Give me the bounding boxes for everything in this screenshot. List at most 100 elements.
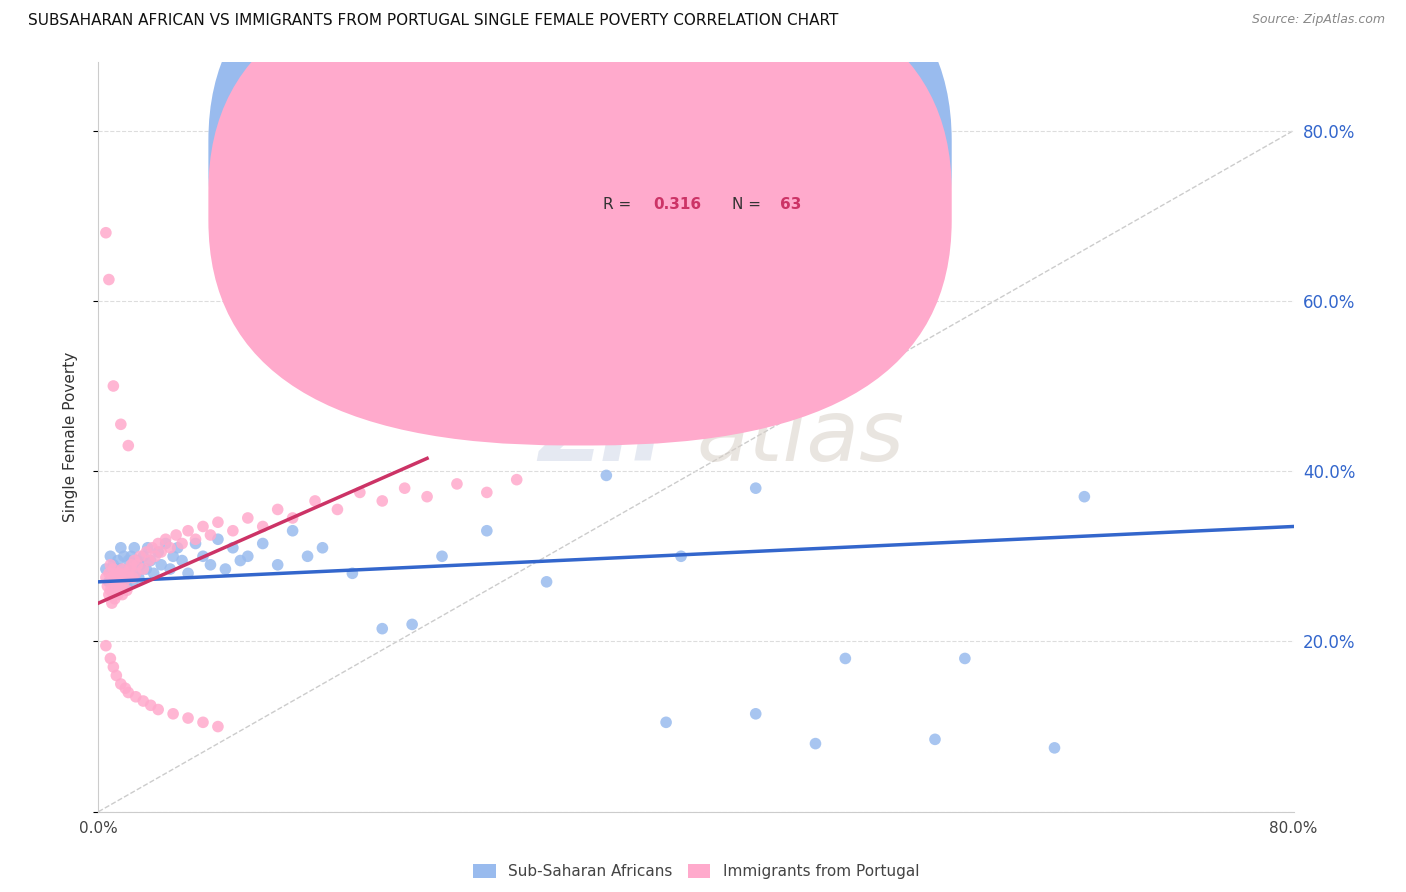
Point bbox=[804, 737, 827, 751]
Point bbox=[115, 579, 138, 593]
Point bbox=[110, 562, 132, 576]
Point bbox=[394, 481, 416, 495]
Point bbox=[506, 473, 529, 487]
Point bbox=[141, 541, 163, 555]
Point bbox=[222, 541, 245, 555]
Point bbox=[865, 327, 887, 342]
Point bbox=[111, 574, 134, 589]
Point bbox=[117, 553, 139, 567]
Point bbox=[94, 571, 117, 585]
Point bbox=[128, 571, 150, 585]
Point bbox=[148, 702, 170, 716]
Point bbox=[475, 524, 498, 538]
Point bbox=[125, 566, 148, 581]
FancyBboxPatch shape bbox=[208, 0, 952, 445]
Point bbox=[834, 651, 856, 665]
Point bbox=[117, 439, 139, 453]
Point bbox=[162, 706, 184, 721]
Point bbox=[105, 566, 128, 581]
Point bbox=[229, 553, 252, 567]
Text: atlas: atlas bbox=[696, 395, 904, 479]
Point bbox=[191, 715, 214, 730]
Point bbox=[101, 571, 124, 585]
Point bbox=[103, 588, 125, 602]
Point bbox=[97, 566, 120, 581]
Point bbox=[371, 622, 394, 636]
Point bbox=[655, 715, 678, 730]
Point bbox=[236, 549, 259, 564]
Point bbox=[430, 549, 453, 564]
Point bbox=[304, 494, 326, 508]
Point bbox=[132, 549, 155, 564]
Text: R =: R = bbox=[603, 197, 636, 211]
Point bbox=[105, 668, 128, 682]
Point bbox=[148, 536, 170, 550]
Point bbox=[177, 524, 200, 538]
Point bbox=[139, 553, 162, 567]
Point bbox=[125, 690, 148, 704]
Text: SUBSAHARAN AFRICAN VS IMMIGRANTS FROM PORTUGAL SINGLE FEMALE POVERTY CORRELATION: SUBSAHARAN AFRICAN VS IMMIGRANTS FROM PO… bbox=[28, 13, 838, 29]
Point bbox=[207, 515, 229, 529]
Point bbox=[924, 732, 946, 747]
Point bbox=[669, 549, 692, 564]
Point bbox=[172, 536, 194, 550]
Point bbox=[191, 549, 214, 564]
Point bbox=[416, 490, 439, 504]
Point bbox=[96, 579, 118, 593]
Point bbox=[97, 574, 120, 589]
Point bbox=[191, 519, 214, 533]
Point bbox=[105, 579, 128, 593]
Text: Source: ZipAtlas.com: Source: ZipAtlas.com bbox=[1251, 13, 1385, 27]
Point bbox=[252, 536, 274, 550]
Text: N =: N = bbox=[733, 197, 766, 211]
Point bbox=[103, 660, 125, 674]
Point bbox=[111, 562, 134, 576]
Point bbox=[101, 571, 124, 585]
Point bbox=[117, 571, 139, 585]
Point bbox=[595, 468, 617, 483]
Point bbox=[103, 562, 125, 576]
Point bbox=[121, 571, 143, 585]
Point bbox=[236, 511, 259, 525]
Point bbox=[150, 558, 173, 572]
Point bbox=[142, 566, 165, 581]
Point bbox=[124, 553, 146, 567]
Point bbox=[94, 226, 117, 240]
Point bbox=[207, 533, 229, 547]
Point bbox=[98, 549, 122, 564]
Point bbox=[184, 533, 207, 547]
Point bbox=[536, 243, 558, 257]
Point bbox=[108, 571, 131, 585]
Point bbox=[97, 588, 120, 602]
Point bbox=[103, 379, 125, 393]
Point bbox=[108, 566, 131, 581]
Point bbox=[94, 562, 117, 576]
Text: R =: R = bbox=[603, 146, 636, 161]
Legend: Sub-Saharan Africans, Immigrants from Portugal: Sub-Saharan Africans, Immigrants from Po… bbox=[472, 864, 920, 879]
FancyBboxPatch shape bbox=[208, 0, 952, 395]
Point bbox=[371, 494, 394, 508]
Point bbox=[184, 536, 207, 550]
Point bbox=[112, 549, 135, 564]
Point bbox=[110, 541, 132, 555]
Point bbox=[281, 511, 304, 525]
Point bbox=[155, 536, 177, 550]
Point bbox=[98, 651, 122, 665]
Point bbox=[127, 558, 149, 572]
Point bbox=[101, 596, 124, 610]
Point bbox=[200, 558, 222, 572]
Point bbox=[349, 485, 371, 500]
Point bbox=[107, 553, 129, 567]
Point bbox=[281, 524, 304, 538]
Text: ZIP: ZIP bbox=[538, 395, 696, 479]
Point bbox=[326, 502, 349, 516]
Point bbox=[135, 562, 157, 576]
Point bbox=[177, 566, 200, 581]
Point bbox=[115, 583, 138, 598]
Point bbox=[214, 562, 236, 576]
Point bbox=[103, 583, 125, 598]
Point bbox=[98, 558, 122, 572]
Point bbox=[118, 562, 141, 576]
Point bbox=[267, 502, 290, 516]
Point bbox=[155, 533, 177, 547]
